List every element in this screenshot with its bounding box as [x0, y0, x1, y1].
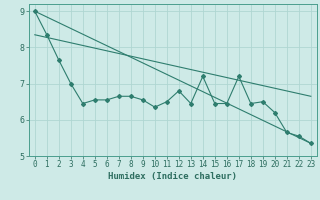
X-axis label: Humidex (Indice chaleur): Humidex (Indice chaleur) — [108, 172, 237, 181]
